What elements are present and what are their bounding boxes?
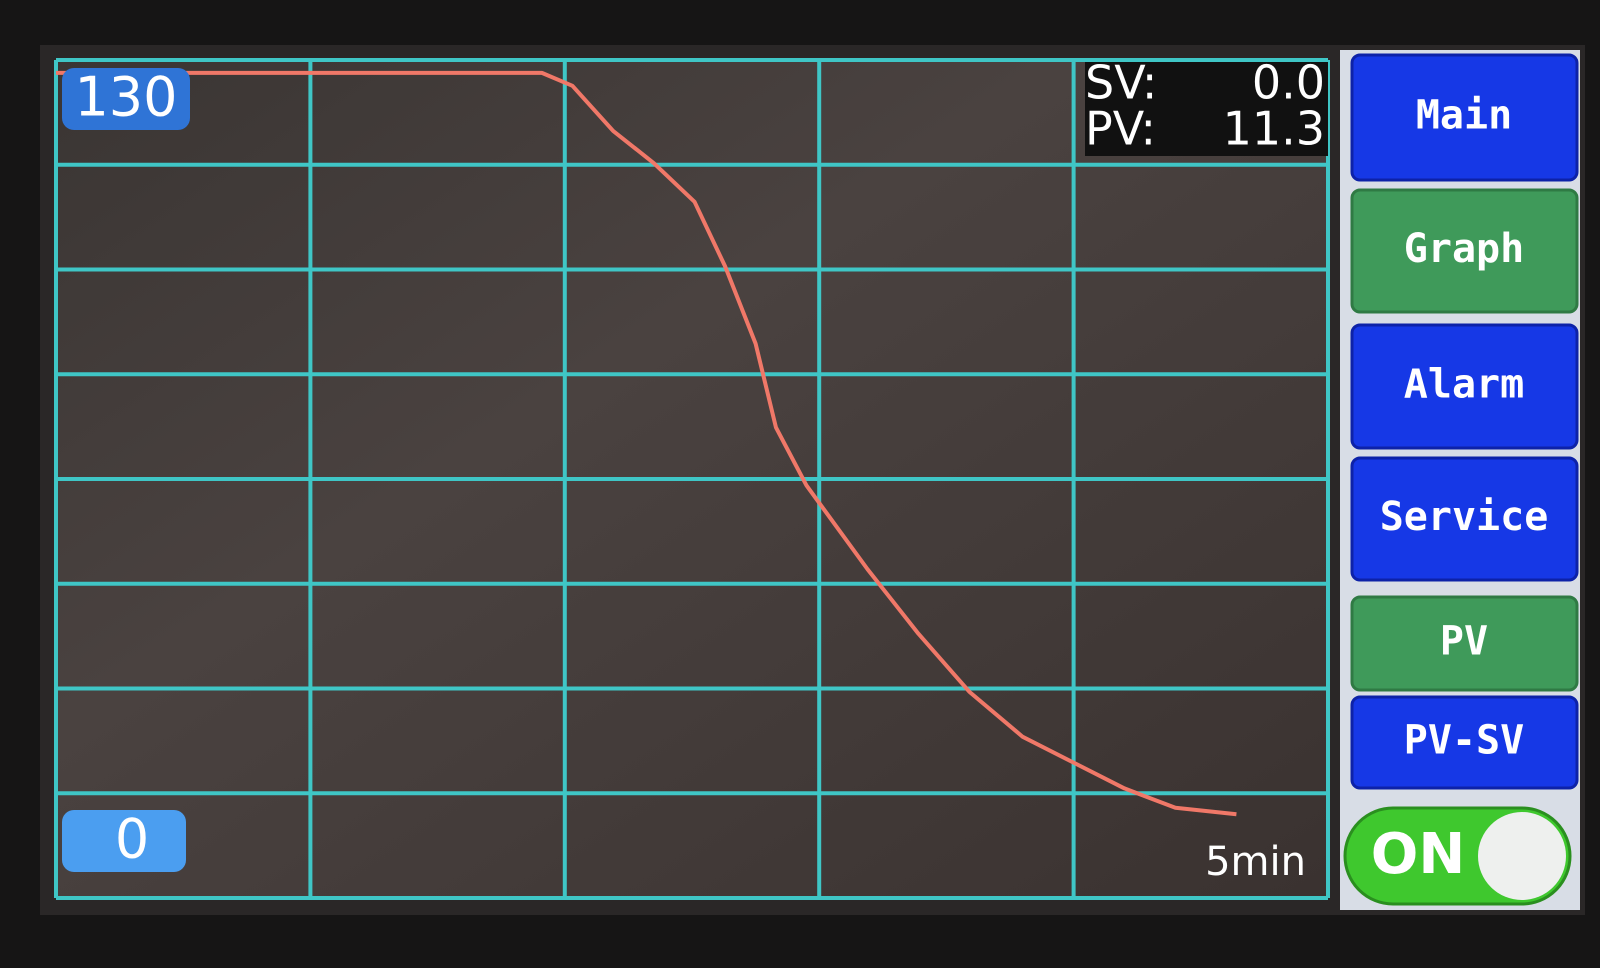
- menu-button[interactable]: [1350, 695, 1579, 790]
- pv-label: PV:: [1085, 102, 1156, 156]
- sv-label: SV:: [1085, 56, 1157, 110]
- menu-button-label: PV: [1440, 619, 1488, 665]
- menu-button-label: Graph: [1404, 226, 1524, 272]
- menu-button-label: Service: [1380, 494, 1549, 540]
- menu-button[interactable]: [1350, 323, 1579, 450]
- readout-box: [1085, 62, 1328, 156]
- pv-line: [56, 70, 1237, 817]
- grid: [54, 58, 1330, 900]
- toggle-knob: [1478, 812, 1566, 900]
- y-tick-box: [62, 68, 190, 130]
- menu-button-label: Alarm: [1404, 362, 1524, 408]
- y-tick-box: [62, 810, 186, 872]
- x-tick-label: 5min: [1205, 839, 1306, 885]
- sv-value: 0.0: [1252, 56, 1325, 110]
- menu-button[interactable]: [1350, 188, 1579, 314]
- pv-value: 11.3: [1223, 102, 1325, 156]
- menu: Main Graph Alarm Service PV PV-SV ON: [1343, 53, 1579, 906]
- menu-button[interactable]: [1350, 595, 1579, 692]
- menu-button[interactable]: [1350, 456, 1579, 582]
- y-tick-label: 130: [74, 66, 177, 129]
- menu-button-label: PV-SV: [1404, 718, 1524, 764]
- y-tick-label: 0: [115, 808, 149, 871]
- menu-button-label: Main: [1416, 93, 1512, 139]
- toggle-label: ON: [1371, 822, 1465, 887]
- menu-button[interactable]: [1350, 53, 1579, 182]
- plot: 0 130 5min: [56, 66, 1306, 885]
